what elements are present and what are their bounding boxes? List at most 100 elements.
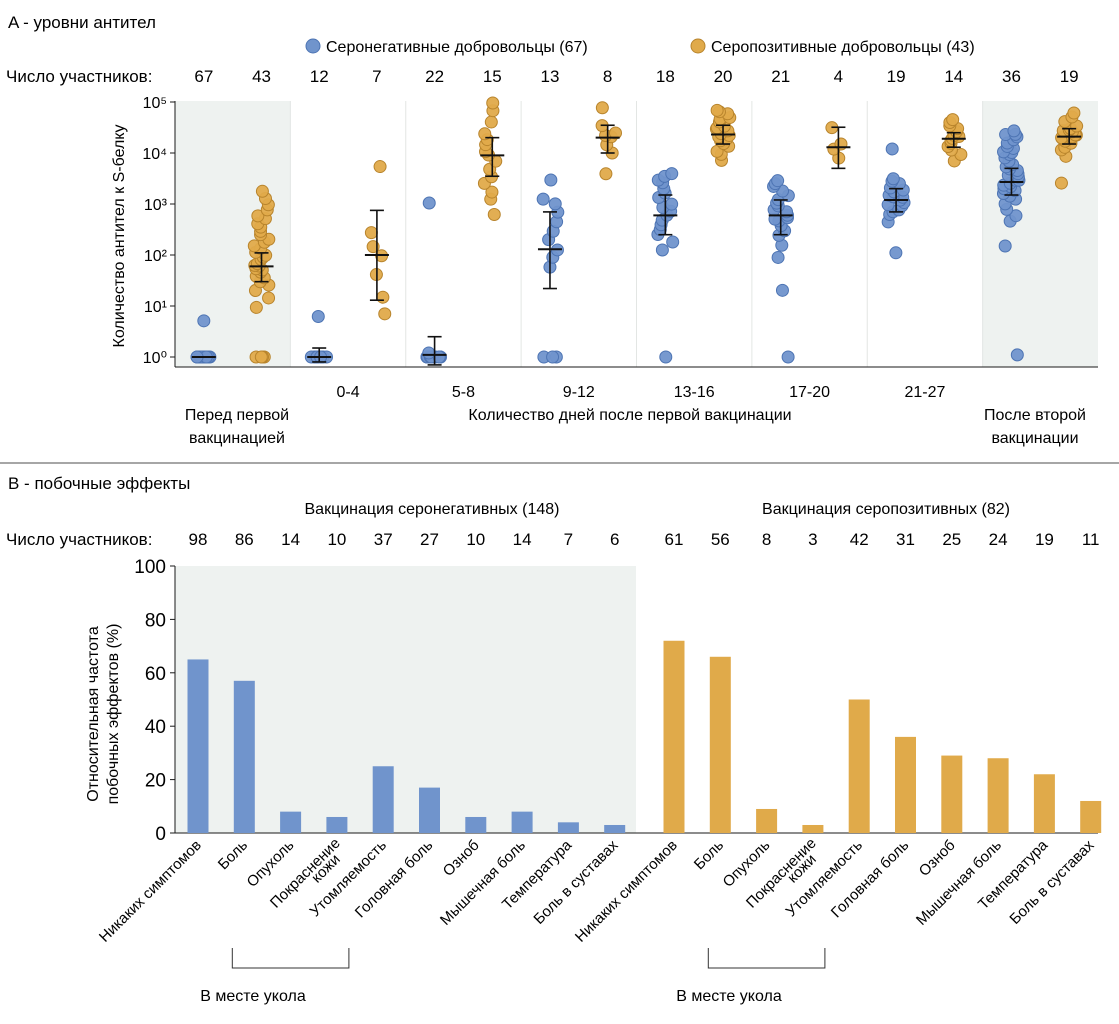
data-point [1067,106,1081,120]
data-point [659,350,673,364]
panel-b-ylabel-line1: Относительная частота [85,626,102,802]
y-tick-label: 10⁰ [143,350,167,367]
data-point [373,160,387,174]
participant-count: 6 [610,530,619,549]
data-point [249,300,263,314]
participant-count: 36 [1002,67,1021,86]
before-label-line2: вакцинацией [189,430,285,447]
data-point [775,283,789,297]
y-tick-label: 40 [145,717,166,738]
data-point [1010,348,1024,362]
data-point [378,307,392,321]
bar [1080,800,1102,833]
participant-count: 37 [374,530,393,549]
injection-site-bracket [231,948,350,969]
bar [465,816,487,833]
data-point [885,142,899,156]
data-point [834,137,848,151]
y-tick-label: 80 [145,610,166,631]
participant-count: 24 [989,530,1008,549]
after-label-line2: вакцинации [991,430,1078,447]
participant-count: 14 [281,530,300,549]
x-tick-label: 17-20 [789,384,830,401]
bar [802,824,824,833]
injection-site-bracket [707,948,826,969]
participant-count: 14 [944,67,963,86]
data-point [595,101,609,115]
y-tick-label: 20 [145,771,166,792]
participant-count: 27 [420,530,439,549]
participant-count: 19 [1060,67,1079,86]
data-point [781,350,795,364]
bar [941,755,963,833]
participant-count: 98 [189,530,208,549]
panel-a-title: A - уровни антител [8,13,156,32]
panel-a-xtitle: Количество дней после первой вакцинации [468,407,791,424]
data-point [889,246,903,260]
participant-count: 19 [1035,530,1054,549]
data-point [710,103,724,117]
data-point [487,207,501,221]
x-tick-label: 5-8 [452,384,475,401]
bar [511,811,533,833]
participant-count: 12 [310,67,329,86]
y-tick-label: 10¹ [144,299,167,316]
bar [233,680,255,833]
participant-count: 43 [252,67,271,86]
category-label: Никаких симптомов [96,837,205,946]
data-point [484,115,498,129]
bar [557,822,579,833]
participant-count: 61 [665,530,684,549]
data-point [665,167,679,181]
participant-count: 19 [887,67,906,86]
category-label: Мышечная боль [437,837,529,929]
data-point [422,196,436,210]
shaded-band [982,101,1098,367]
participant-count: 8 [603,67,612,86]
data-point [536,192,550,206]
x-tick-label: 9-12 [563,384,595,401]
y-tick-label: 0 [155,824,166,845]
data-point [544,173,558,187]
data-point [998,239,1012,253]
bar [280,811,302,833]
data-point [771,250,785,264]
participant-count: 11 [1082,530,1100,549]
x-tick-label: 21-27 [904,384,945,401]
category-label: Боль [215,837,251,873]
panel-b-title: B - побочные эффекты [8,474,190,493]
bar [709,656,731,833]
participant-count: 22 [425,67,444,86]
seropos-group-title: Вакцинация серопозитивных (82) [762,501,1010,518]
data-point [376,290,390,304]
participant-count: 13 [541,67,560,86]
panel-b-ylabel-line2: побочных эффектов (%) [105,624,122,805]
data-point [655,243,669,257]
bar [419,787,440,833]
participant-count: 56 [711,530,730,549]
bar [756,808,778,833]
data-point [666,235,680,249]
bar [895,736,916,833]
legend-seropos-marker [690,38,706,54]
data-point [771,174,785,188]
category-label: Озноб [440,837,483,880]
y-tick-label: 10⁴ [142,146,167,163]
data-point [886,172,900,186]
participant-count: 42 [850,530,869,549]
bar [326,816,348,833]
y-tick-label: 60 [145,664,166,685]
shaded-band [175,101,291,367]
participant-count: 25 [942,530,961,549]
data-point [485,185,499,199]
seropos-injection-site-label: В месте укола [676,988,782,1005]
legend-seroneg-marker [305,38,321,54]
before-label-line1: Перед первой [185,407,289,424]
legend-seropos-label: Серопозитивные добровольцы (43) [711,39,975,56]
data-point [486,96,500,110]
x-tick-label: 13-16 [674,384,715,401]
y-tick-label: 100 [134,557,166,578]
x-tick-label: 0-4 [337,384,360,401]
